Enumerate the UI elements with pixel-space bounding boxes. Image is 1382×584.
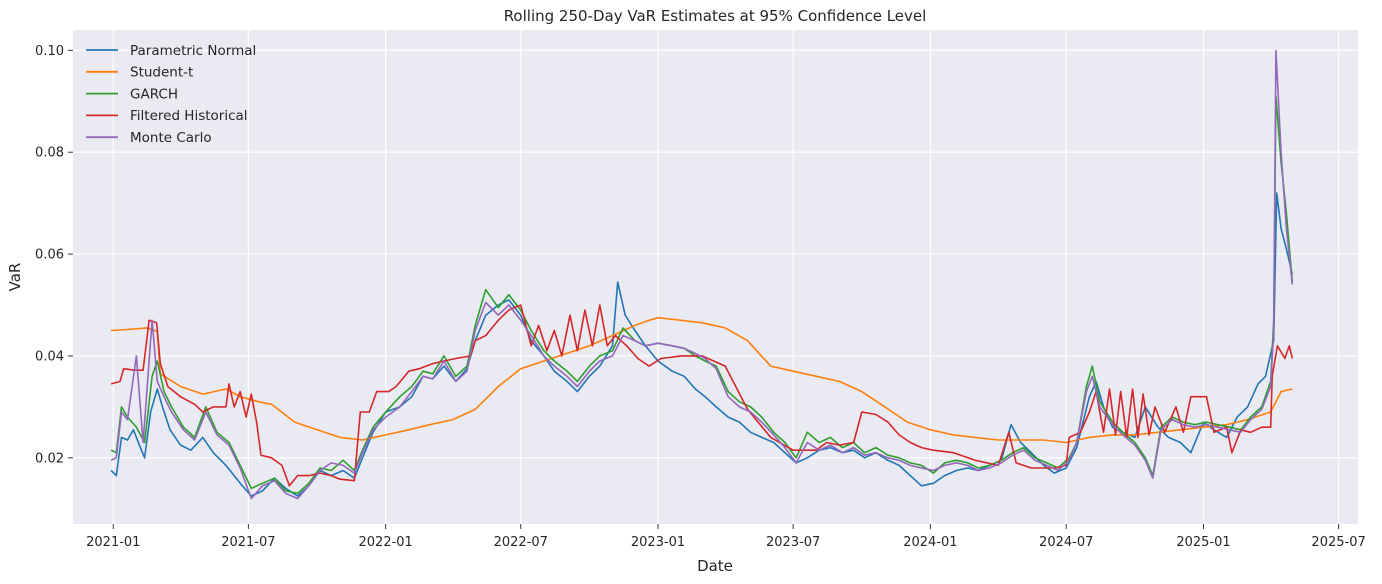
x-tick-label: 2025-01: [1176, 535, 1230, 550]
series-line-filtered-historical: [110, 304, 1294, 487]
legend-label-student-t: Student-t: [130, 65, 193, 81]
y-tick-label: 0.04: [35, 349, 64, 364]
x-tick-label: 2024-01: [903, 535, 957, 550]
y-tick-label: 0.10: [35, 44, 64, 59]
x-tick-label: 2021-07: [221, 535, 275, 550]
series-lines: [110, 49, 1294, 500]
series-line-student-t: [111, 316, 1293, 444]
legend: Parametric Normal Student-t GARCH Filtered …: [86, 43, 256, 146]
x-tick-label: 2023-01: [631, 535, 685, 550]
x-axis-ticks: 2021-01 2021-07 2022-01 2022-07 2023-01 2023-…: [86, 524, 1366, 550]
x-axis-label: Date: [697, 557, 733, 575]
y-axis-ticks: 0.02 0.04 0.06 0.08 0.10: [35, 44, 73, 466]
x-tick-label: 2021-01: [86, 535, 140, 550]
x-tick-label: 2022-07: [494, 535, 548, 550]
y-axis-label: VaR: [6, 263, 24, 292]
y-tick-label: 0.06: [35, 248, 64, 263]
x-tick-label: 2024-07: [1039, 535, 1093, 550]
x-tick-label: 2025-07: [1311, 535, 1365, 550]
plot-area: [73, 30, 1358, 524]
legend-label-parametric-normal: Parametric Normal: [130, 43, 256, 59]
legend-label-filtered-historical: Filtered Historical: [130, 108, 248, 124]
y-tick-label: 0.02: [35, 451, 64, 466]
series-line-monte-carlo: [110, 49, 1294, 500]
x-tick-label: 2023-07: [766, 535, 820, 550]
chart-title: Rolling 250-Day VaR Estimates at 95% Con…: [504, 7, 927, 25]
x-tick-label: 2022-01: [359, 535, 413, 550]
legend-label-garch: GARCH: [130, 86, 178, 102]
y-tick-label: 0.08: [35, 146, 64, 161]
legend-label-monte-carlo: Monte Carlo: [130, 130, 212, 146]
